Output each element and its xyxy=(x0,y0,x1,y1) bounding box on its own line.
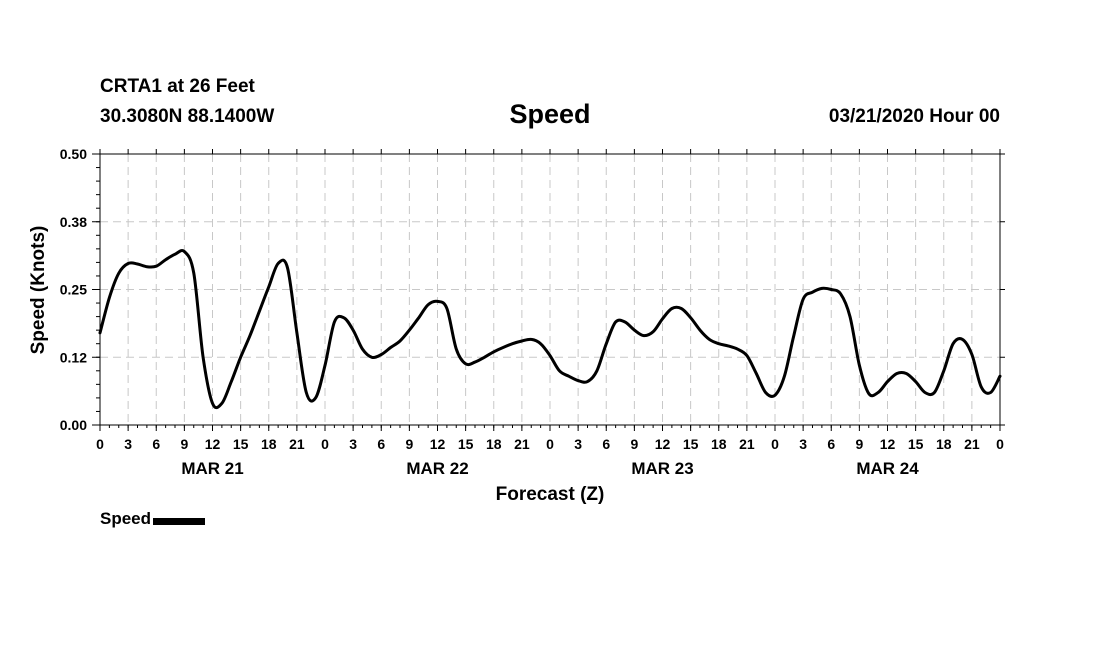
x-tick-label: 18 xyxy=(936,436,952,452)
y-tick-label: 0.25 xyxy=(60,282,87,298)
x-tick-label: 15 xyxy=(458,436,474,452)
plot-frame xyxy=(99,153,1001,426)
x-tick-label: 21 xyxy=(964,436,980,452)
x-tick-label: 9 xyxy=(630,436,638,452)
forecast-run-time: 03/21/2020 Hour 00 xyxy=(828,106,1000,127)
y-axis: 0.00 0.12 0.25 0.38 0.50 xyxy=(60,146,1005,433)
x-tick-label: 6 xyxy=(152,436,160,452)
x-tick-label: 6 xyxy=(827,436,835,452)
chart-title: Speed xyxy=(509,99,591,129)
station-title: CRTA1 at 26 Feet xyxy=(100,76,255,97)
x-tick-label: 3 xyxy=(799,436,807,452)
x-tick-label: 12 xyxy=(880,436,896,452)
legend: Speed xyxy=(100,509,206,529)
x-tick-label: 12 xyxy=(430,436,446,452)
y-tick-label: 0.38 xyxy=(60,214,87,230)
x-tick-label: 3 xyxy=(574,436,582,452)
x-date-label: MAR 24 xyxy=(856,459,919,478)
y-tick-label: 0.50 xyxy=(60,146,87,162)
y-tick-label: 0.12 xyxy=(60,349,87,365)
x-tick-label: 3 xyxy=(124,436,132,452)
x-tick-label: 6 xyxy=(377,436,385,452)
x-tick-label: 15 xyxy=(233,436,249,452)
x-tick-label: 15 xyxy=(908,436,924,452)
x-tick-label: 0 xyxy=(771,436,779,452)
x-axis: 0 3 6 9 12 15 18 21 0 3 6 9 12 15 18 21 0 3 6 9 12 15 18 21 0 3 6 9… xyxy=(96,149,1004,478)
x-tick-label: 9 xyxy=(405,436,413,452)
x-tick-label: 12 xyxy=(205,436,221,452)
x-tick-label: 21 xyxy=(514,436,530,452)
x-tick-label: 18 xyxy=(261,436,277,452)
x-tick-label: 21 xyxy=(739,436,755,452)
x-axis-label: Forecast (Z) xyxy=(496,484,605,505)
x-date-label: MAR 21 xyxy=(181,459,243,478)
x-tick-label: 9 xyxy=(855,436,863,452)
legend-label: Speed xyxy=(100,509,152,528)
x-tick-label: 0 xyxy=(996,436,1004,452)
legend-line-swatch xyxy=(153,517,206,525)
x-tick-label: 15 xyxy=(683,436,699,452)
x-tick-label: 9 xyxy=(180,436,188,452)
x-date-label: MAR 22 xyxy=(406,459,468,478)
x-tick-label: 3 xyxy=(349,436,357,452)
x-tick-label: 18 xyxy=(486,436,502,452)
x-tick-label: 6 xyxy=(602,436,610,452)
x-tick-label: 12 xyxy=(655,436,671,452)
y-tick-label: 0.00 xyxy=(60,417,87,433)
x-tick-label: 0 xyxy=(546,436,554,452)
x-tick-label: 0 xyxy=(321,436,329,452)
y-axis-label: Speed (Knots) xyxy=(28,226,49,355)
speed-series-line xyxy=(98,248,1002,410)
x-tick-label: 0 xyxy=(96,436,104,452)
station-coordinates: 30.3080N 88.1400W xyxy=(100,106,275,127)
x-tick-label: 18 xyxy=(711,436,727,452)
x-date-label: MAR 23 xyxy=(631,459,693,478)
x-tick-label: 21 xyxy=(289,436,305,452)
